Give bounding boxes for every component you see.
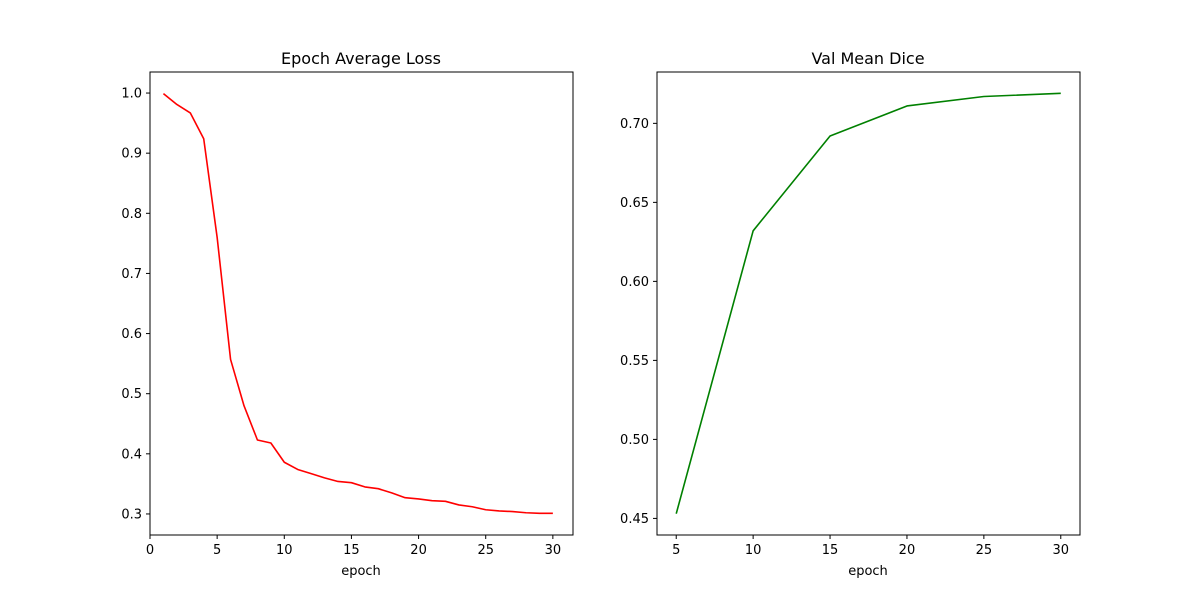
loss-x-tick-label: 20 [410,543,427,558]
loss-x-axis-label: epoch [341,564,381,579]
loss-chart: Epoch Average Loss 0 5 10 15 20 25 30 0.3 0.4 0.5… [121,49,574,579]
loss-y-tick-label: 0.9 [121,147,142,162]
loss-x-tick-label: 30 [545,543,562,558]
dice-y-tick-label: 0.60 [620,275,649,290]
dice-x-tick-label: 5 [672,543,680,558]
loss-ticks: 0 5 10 15 20 25 30 0.3 0.4 0.5 0.6 0.7 0.8 0.9 1.0 [121,87,561,558]
dice-y-tick-label: 0.70 [620,117,649,132]
loss-x-tick-label: 15 [343,543,360,558]
loss-x-tick-label: 10 [276,543,293,558]
loss-y-tick-label: 0.8 [121,207,142,222]
dice-x-tick-label: 25 [976,543,993,558]
loss-y-tick-label: 0.5 [121,387,142,402]
loss-x-tick-label: 0 [146,543,154,558]
loss-x-tick-label: 5 [213,543,221,558]
dice-y-tick-label: 0.45 [620,512,649,527]
dice-ticks: 5 10 15 20 25 30 0.45 0.50 0.55 0.60 0.65 0.70 [620,117,1069,558]
dice-plot-area [656,71,1081,536]
loss-y-tick-label: 0.3 [121,507,142,522]
dice-y-tick-label: 0.65 [620,196,649,211]
dice-y-tick-label: 0.55 [620,354,649,369]
dice-x-tick-label: 10 [745,543,762,558]
dice-x-tick-label: 15 [822,543,839,558]
dice-chart-title: Val Mean Dice [811,49,924,68]
loss-y-tick-label: 0.4 [121,447,142,462]
dice-x-tick-label: 30 [1052,543,1069,558]
loss-x-tick-label: 25 [477,543,494,558]
dice-x-axis-label: epoch [848,564,888,579]
loss-y-tick-label: 0.6 [121,327,142,342]
loss-chart-title: Epoch Average Loss [281,49,441,68]
loss-y-tick-label: 0.7 [121,267,142,282]
dice-x-tick-label: 20 [899,543,916,558]
loss-plot-area [149,71,574,536]
dice-series-line [675,92,1061,514]
dice-y-tick-label: 0.50 [620,433,649,448]
dice-chart: Val Mean Dice 5 10 15 20 25 30 0.45 0.50 0.55 0.6… [620,49,1081,579]
loss-series-line [162,93,553,515]
loss-y-tick-label: 1.0 [121,87,142,102]
